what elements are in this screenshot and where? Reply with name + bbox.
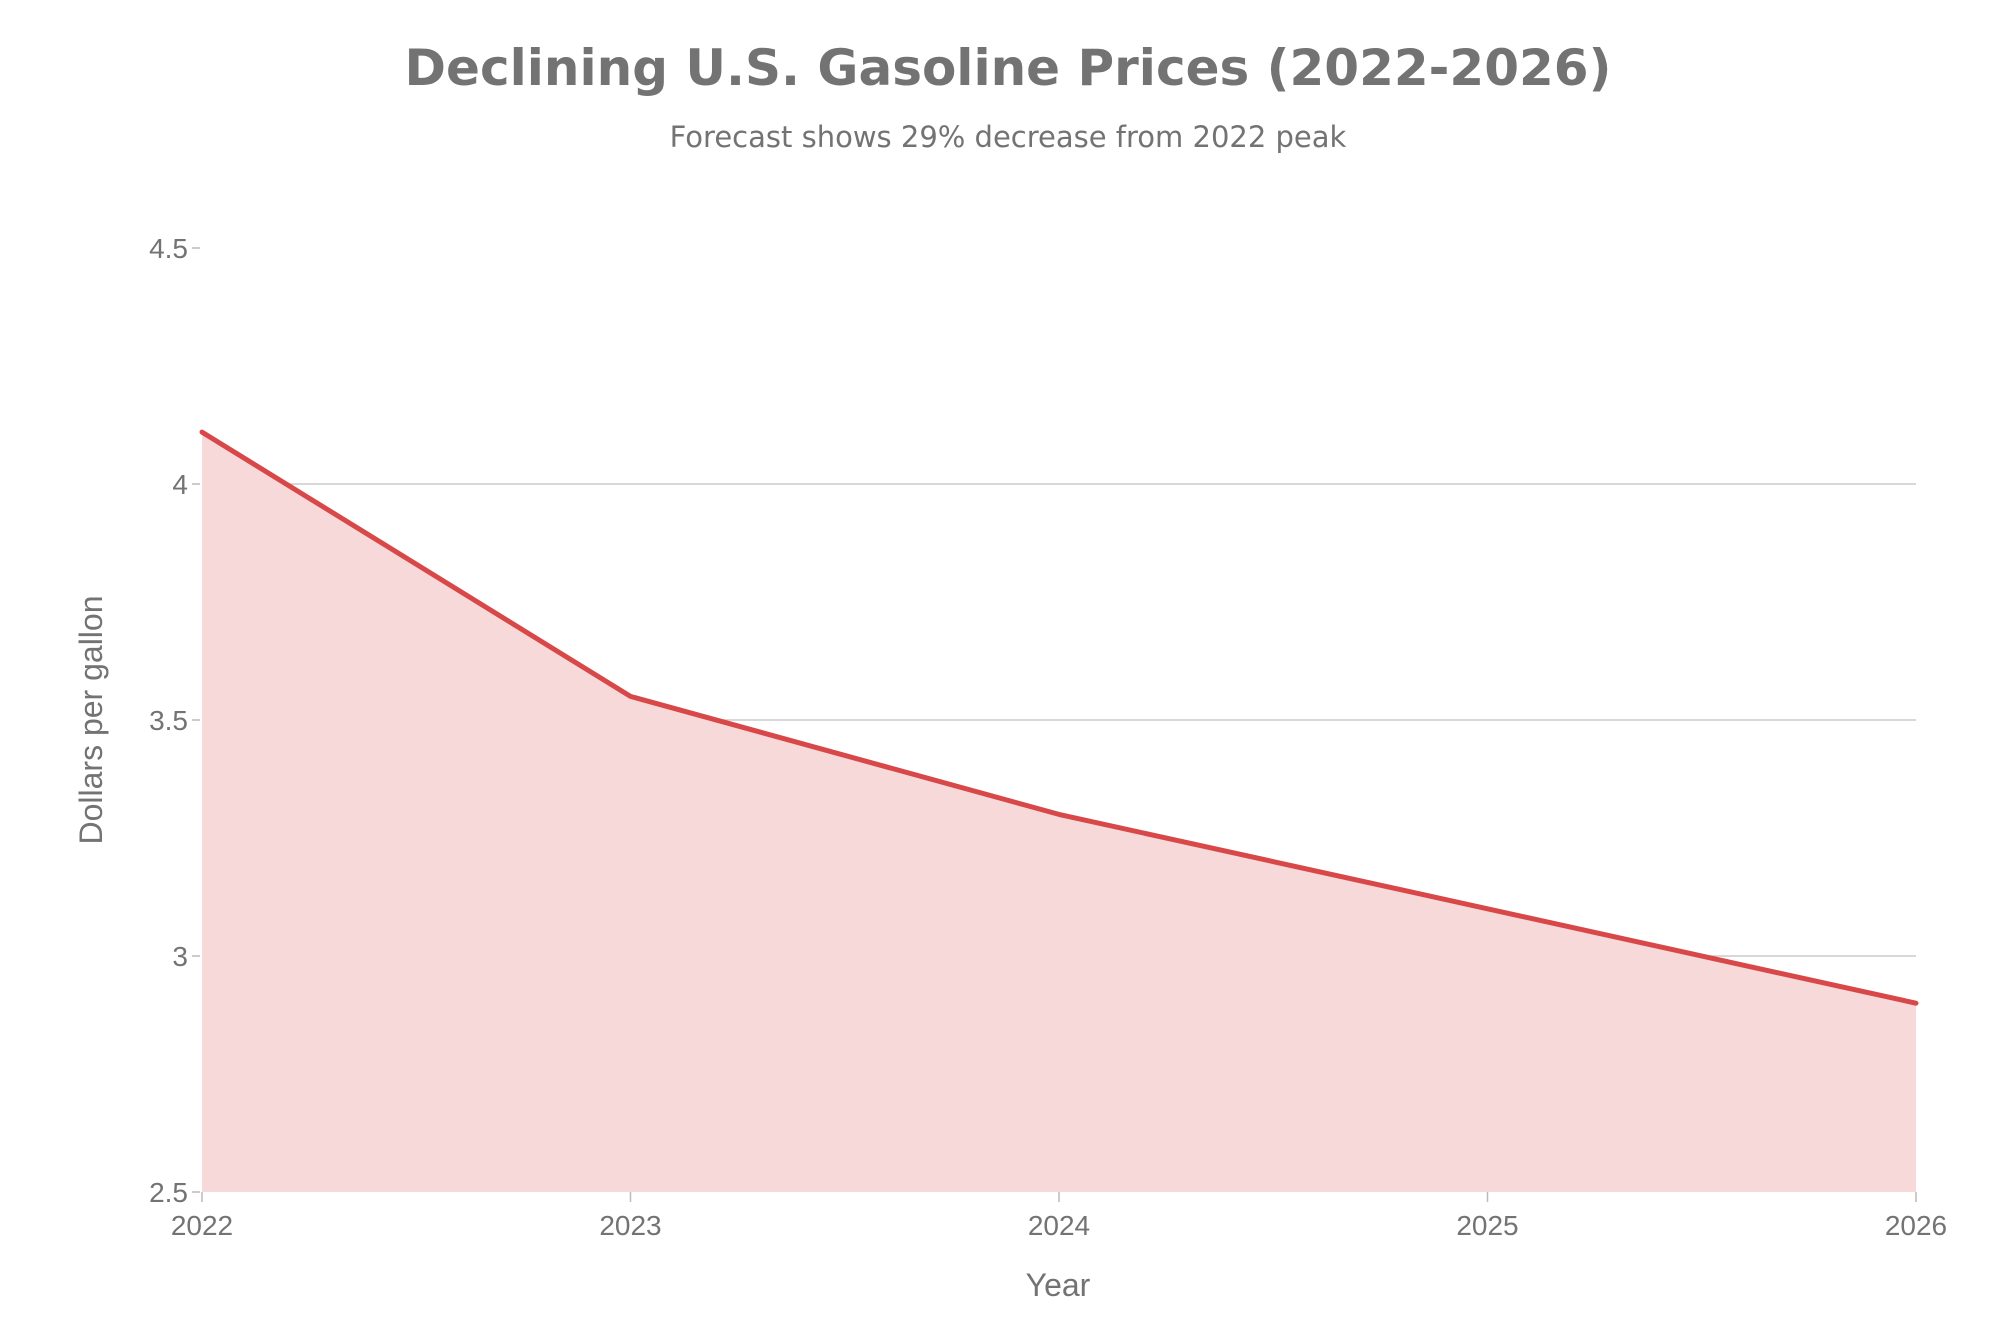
x-tick-label: 2024 [1028, 1210, 1090, 1241]
axes: 2.5 3 3.5 4 4.5 2022 2023 2024 2025 2026 [149, 233, 1947, 1241]
x-tick-label: 2022 [171, 1210, 233, 1241]
y-tick-label: 3 [172, 941, 188, 972]
y-tick-label: 4 [172, 469, 188, 500]
y-tick-label: 4.5 [149, 233, 188, 264]
x-tick-label: 2025 [1456, 1210, 1518, 1241]
series-layer [199, 429, 1919, 1193]
y-axis-title: Dollars per gallon [73, 595, 109, 844]
area-fill [202, 432, 1916, 1193]
x-axis-title: Year [1026, 1267, 1091, 1303]
y-tick-label: 2.5 [149, 1177, 188, 1208]
chart-subtitle: Forecast shows 29% decrease from 2022 pe… [670, 120, 1347, 154]
series-line [199, 429, 1919, 1006]
x-tick-label: 2026 [1885, 1210, 1947, 1241]
x-tick-label: 2023 [599, 1210, 661, 1241]
chart-title: Declining U.S. Gasoline Prices (2022-202… [405, 39, 1612, 97]
y-tick-label: 3.5 [149, 705, 188, 736]
